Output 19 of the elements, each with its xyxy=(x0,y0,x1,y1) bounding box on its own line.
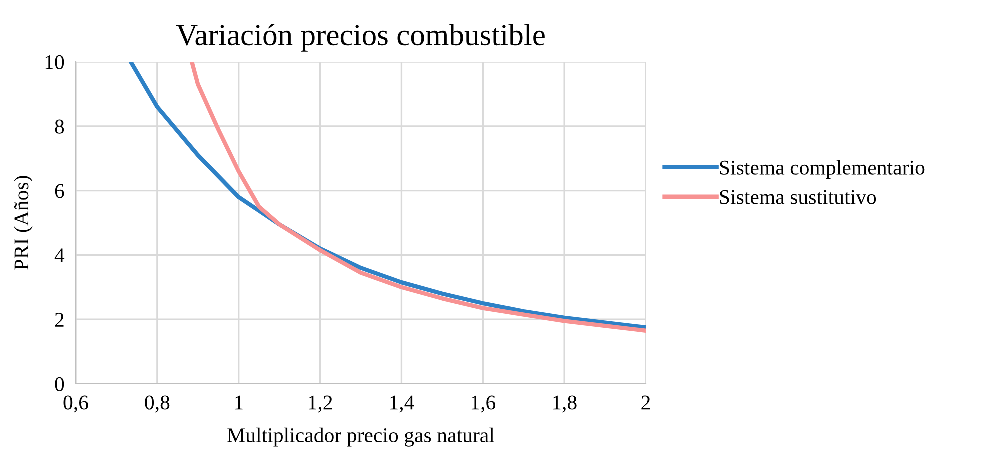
y-tick-label: 4 xyxy=(54,248,65,262)
x-tick-label: 0,6 xyxy=(64,396,88,413)
x-axis-title: Multiplicador precio gas natural xyxy=(228,428,495,447)
chart-title: Variación precios combustible xyxy=(176,24,545,52)
y-tick-label: 6 xyxy=(55,184,64,198)
x-tick-label: 0,8 xyxy=(145,396,170,413)
y-axis-title: PRI (Años) xyxy=(14,176,33,270)
x-tick-label: 1,6 xyxy=(472,396,496,413)
x-tick-label: 1 xyxy=(235,396,243,410)
y-tick-label: 0 xyxy=(55,377,64,392)
y-tick-label: 8 xyxy=(55,120,64,134)
x-tick-label: 2 xyxy=(642,396,650,410)
legend-label: Sistema complementario xyxy=(720,160,925,180)
y-tick-label: 10 xyxy=(46,55,64,70)
legend-label: Sistema sustitutivo xyxy=(720,190,876,204)
x-tick-label: 1,4 xyxy=(390,396,414,413)
x-tick-label: 1,8 xyxy=(553,396,577,413)
x-tick-label: 1,2 xyxy=(309,396,332,413)
y-tick-label: 2 xyxy=(55,313,64,327)
